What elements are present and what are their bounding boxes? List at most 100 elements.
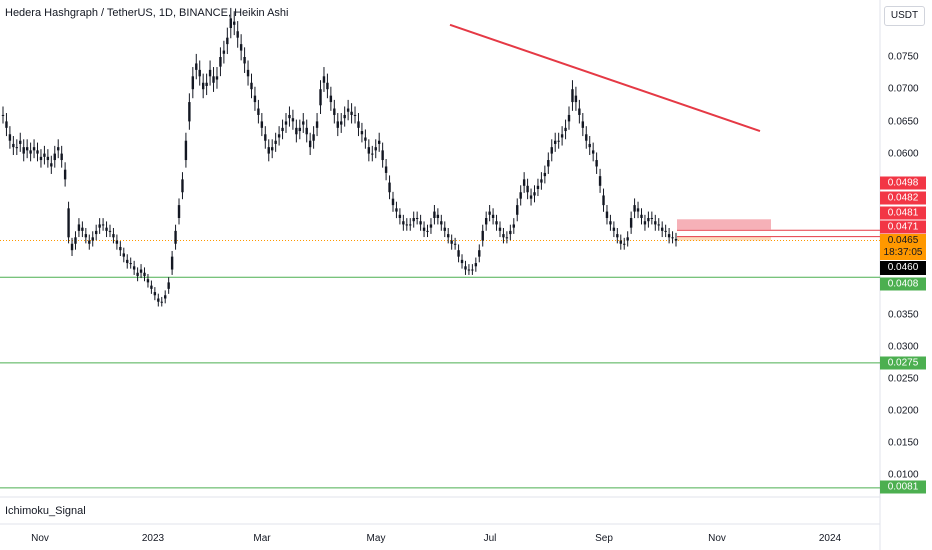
candle-body [143, 272, 146, 276]
candle-body [164, 295, 167, 299]
candle-body [319, 89, 322, 106]
candle-body [119, 246, 122, 251]
candle-body [336, 121, 339, 128]
candle-body [522, 179, 526, 186]
candle-body [571, 89, 574, 103]
candle-body [481, 230, 484, 241]
candle-body [550, 147, 553, 154]
resistance-zone [677, 219, 771, 230]
candle-body [98, 224, 101, 228]
candle-body [560, 134, 564, 138]
x-tick-label: Nov [708, 533, 726, 544]
indicator-label[interactable]: Ichimoku_Signal [5, 505, 86, 517]
candle-body [616, 234, 619, 238]
candle-body [91, 237, 94, 241]
y-tick-label: 0.0150 [888, 437, 919, 449]
candle-body [381, 150, 384, 161]
candle-body [433, 211, 436, 218]
candle-body [115, 240, 119, 244]
x-tick-label: Sep [595, 533, 613, 544]
candle-body [598, 176, 602, 186]
candle-body [19, 140, 22, 144]
x-tick-label: 2023 [141, 533, 165, 544]
candle-body [43, 153, 46, 157]
candle-body [302, 121, 305, 125]
candle-body [636, 208, 640, 212]
x-tick-label: 2024 [818, 533, 842, 544]
candle-body [177, 205, 181, 218]
candle-body [1, 114, 5, 116]
candle-body [657, 224, 660, 226]
candle-body [443, 227, 446, 231]
candle-body [12, 143, 15, 148]
candle-body [585, 134, 588, 141]
candle-body [395, 208, 398, 212]
candle-body [94, 230, 98, 235]
candle-body [547, 160, 550, 167]
candle-body [208, 69, 212, 77]
x-tick-label: Mar [253, 533, 271, 544]
currency-button[interactable]: USDT [884, 6, 925, 26]
candle-body [136, 272, 139, 276]
candle-body [346, 108, 350, 112]
x-tick-label: Jul [483, 533, 497, 544]
candle-body [74, 237, 77, 244]
candle-body [402, 221, 405, 225]
candle-body [195, 63, 198, 70]
candle-body [574, 95, 578, 103]
candle-body [264, 134, 267, 141]
candle-body [233, 21, 236, 25]
candle-body [398, 214, 402, 218]
candle-body [488, 211, 491, 215]
candle-body [257, 108, 260, 115]
candle-body [174, 230, 177, 244]
candle-body [388, 182, 391, 193]
candle-body [557, 140, 560, 142]
candle-body [364, 137, 367, 141]
candle-body [391, 198, 395, 206]
y-tick-label: 0.0700 [888, 83, 919, 95]
candle-body [505, 237, 509, 239]
candle-body [191, 76, 195, 90]
candle-body [626, 237, 629, 241]
candle-body [88, 240, 91, 244]
current-price-badge: 0.0465 18:37:05 [880, 234, 926, 260]
candle-body [591, 150, 595, 154]
candle-body [284, 121, 288, 125]
candle-body [526, 185, 529, 193]
candle-body [70, 243, 74, 251]
zone-top-badge: 0.0498 [880, 176, 926, 190]
candle-body [57, 147, 60, 151]
candle-body [308, 140, 312, 148]
candle-body [612, 227, 616, 231]
candle-body [305, 127, 308, 135]
candle-body [409, 224, 412, 226]
candle-body [239, 44, 243, 51]
zone-bottom-badge: 0.0482 [880, 191, 926, 205]
candle-body [633, 205, 636, 212]
candle-body [260, 121, 264, 128]
candle-body [353, 114, 357, 116]
candle-body [474, 263, 478, 267]
candle-body [60, 153, 63, 161]
candle-body [581, 121, 585, 128]
y-tick-label: 0.0100 [888, 469, 919, 481]
candle-body [667, 234, 671, 238]
candle-body [184, 140, 188, 161]
candle-body [198, 69, 201, 77]
chart-title: Hedera Hashgraph / TetherUS, 1D, BINANCE… [5, 7, 289, 19]
candle-body [253, 95, 257, 103]
candle-body [246, 69, 250, 77]
candle-body [453, 243, 457, 245]
candle-body [81, 227, 84, 231]
candle-body [281, 127, 284, 132]
candle-body [512, 224, 515, 228]
candle-body [250, 82, 253, 90]
candle-body [112, 234, 115, 238]
candle-body [288, 114, 291, 119]
candle-body [146, 279, 150, 283]
candle-body [426, 230, 429, 232]
level-badge: 0.0471 [880, 220, 926, 234]
candle-body [181, 179, 184, 193]
